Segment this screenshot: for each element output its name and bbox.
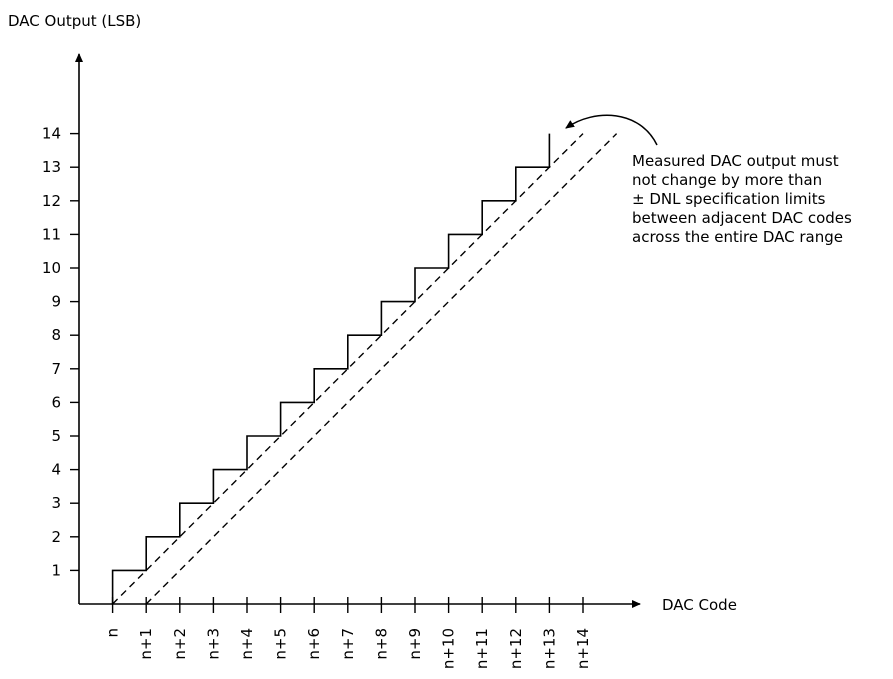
x-tick-label: n+11 (473, 628, 491, 669)
x-tick-label: n (104, 628, 122, 638)
y-tick-label: 7 (51, 360, 61, 378)
dnl-limit-line (145, 133, 618, 605)
annotation-line: across the entire DAC range (632, 228, 843, 246)
annotation-arrow (565, 114, 658, 146)
y-tick-label: 5 (51, 427, 61, 445)
annotation-line: ± DNL specification limits (632, 190, 826, 208)
x-tick-label: n+2 (171, 628, 189, 660)
x-tick-label: n+9 (406, 628, 424, 660)
y-tick-label: 9 (51, 293, 61, 311)
y-tick-label: 3 (51, 494, 61, 512)
y-tick-label: 14 (42, 125, 61, 143)
x-tick-label: n+7 (339, 628, 357, 660)
y-tick-label: 12 (42, 192, 61, 210)
annotation-line: between adjacent DAC codes (632, 209, 852, 227)
y-tick-label: 1 (51, 561, 61, 579)
annotation-text: Measured DAC output must not change by m… (632, 152, 892, 247)
x-tick-label: n+13 (540, 628, 558, 669)
x-tick-label: n+6 (305, 628, 323, 660)
y-tick-label: 2 (51, 528, 61, 546)
x-tick-label: n+8 (372, 628, 390, 660)
y-tick-label: 4 (51, 461, 61, 479)
y-axis-title: DAC Output (LSB) (8, 12, 142, 30)
x-tick-label: n+4 (238, 628, 256, 660)
annotation-line: not change by more than (632, 171, 823, 189)
y-tick-label: 8 (51, 326, 61, 344)
x-tick-label: n+10 (440, 628, 458, 669)
x-axis-title: DAC Code (662, 596, 737, 614)
y-tick-label: 11 (42, 225, 61, 243)
x-tick-label: n+3 (204, 628, 222, 660)
x-tick-label: n+12 (507, 628, 525, 669)
dnl-limit-line (112, 133, 584, 605)
y-tick-label: 10 (42, 259, 61, 277)
dac-staircase-line (111, 133, 551, 604)
x-tick-label: n+5 (272, 628, 290, 660)
x-tick-label: n+14 (574, 628, 592, 669)
annotation-line: Measured DAC output must (632, 152, 839, 170)
y-tick-label: 6 (51, 393, 61, 411)
x-tick-label: n+1 (137, 628, 155, 660)
y-tick-label: 13 (42, 158, 61, 176)
